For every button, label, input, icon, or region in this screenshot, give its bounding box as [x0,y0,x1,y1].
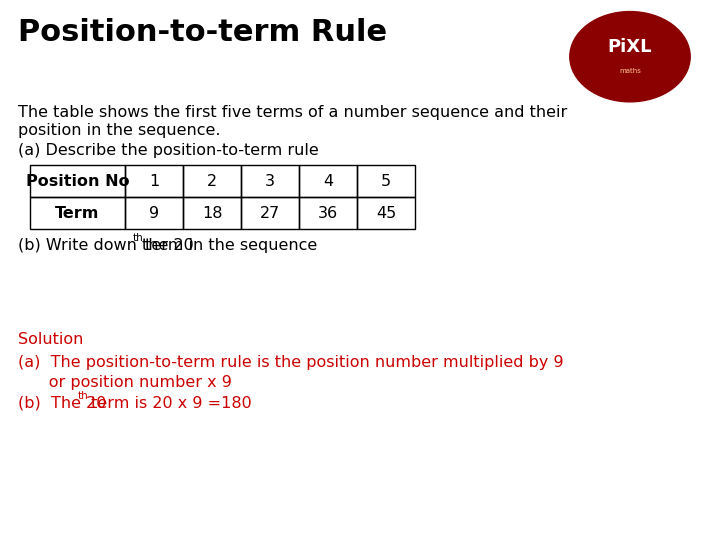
Text: (a)  The position-to-term rule is the position number multiplied by 9: (a) The position-to-term rule is the pos… [18,355,564,370]
Text: Term: Term [55,206,99,220]
Bar [125,197,183,229]
Text: 5: 5 [381,173,391,188]
Text: 27: 27 [260,206,280,220]
Text: term is 20 x 9 =180: term is 20 x 9 =180 [86,396,251,411]
Text: position in the sequence.: position in the sequence. [18,123,220,138]
Text: PiXL: PiXL [608,38,652,57]
Bar [241,197,299,229]
Bar [183,197,241,229]
Text: (b) Write down the 20: (b) Write down the 20 [18,238,194,253]
Text: Position-to-term Rule: Position-to-term Rule [18,18,387,47]
Text: The table shows the first five terms of a number sequence and their: The table shows the first five terms of … [18,105,567,120]
Bar [30,197,125,229]
Text: maths: maths [619,68,641,74]
Text: Position No: Position No [26,173,130,188]
Text: 1: 1 [149,173,159,188]
Text: Solution: Solution [18,332,84,347]
Bar [125,165,183,197]
Text: 45: 45 [376,206,396,220]
Text: (a) Describe the position-to-term rule: (a) Describe the position-to-term rule [18,143,319,158]
Text: 36: 36 [318,206,338,220]
Bar [183,165,241,197]
Text: (b)  The 20: (b) The 20 [18,396,107,411]
Text: 2: 2 [207,173,217,188]
Bar [241,165,299,197]
Bar [357,165,415,197]
Bar [30,165,125,197]
Text: th: th [132,233,143,243]
Bar [299,165,357,197]
Text: 3: 3 [265,173,275,188]
Text: th: th [78,391,89,401]
Bar [299,197,357,229]
Circle shape [570,11,690,102]
Text: 9: 9 [149,206,159,220]
Text: or position number x 9: or position number x 9 [18,375,232,390]
Bar [357,197,415,229]
Text: 18: 18 [202,206,222,220]
Text: term in the sequence: term in the sequence [140,238,318,253]
Text: 4: 4 [323,173,333,188]
